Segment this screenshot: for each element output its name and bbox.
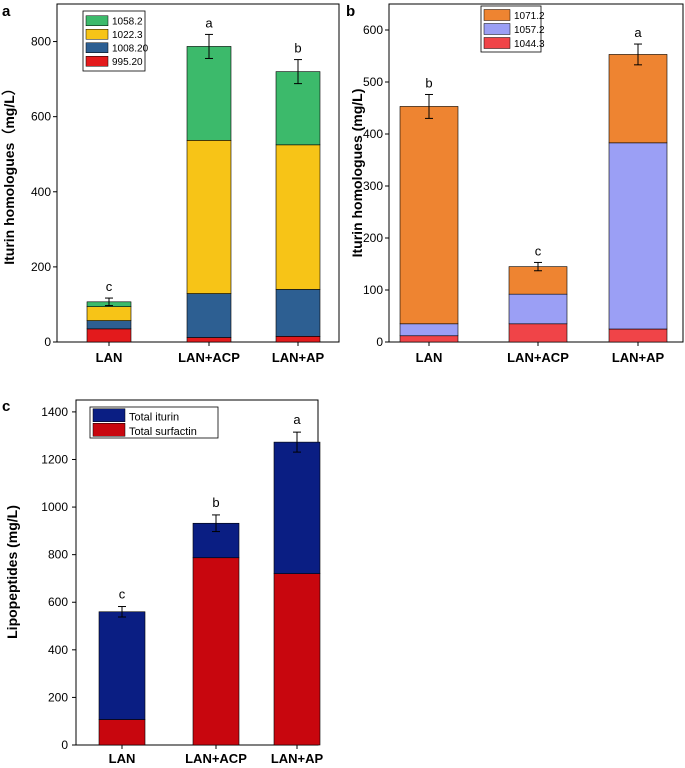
panel-a-legend-label: 1058.2	[112, 16, 143, 27]
panel-c-y-tick-label: 200	[48, 690, 68, 704]
panel-c-bar-segment	[273, 441, 321, 574]
panel-a-bar-segment	[275, 336, 321, 343]
panel-a-y-axis-label: Iturin homologues（mg/L）	[1, 81, 17, 265]
panel-b-category-label: LAN+ACP	[507, 350, 569, 365]
panel-a-category-label: LAN	[96, 350, 123, 365]
panel-b-significance-label: c	[535, 243, 542, 258]
panel-a-legend-label: 1022.3	[112, 30, 143, 41]
panel-c-significance-label: b	[212, 495, 219, 510]
panel-a-category-label: LAN+ACP	[178, 350, 240, 365]
panel-c-legend-label: Total surfactin	[129, 426, 197, 438]
panel-b-label: b	[346, 3, 355, 20]
panel-b-y-tick-label: 200	[363, 231, 383, 245]
panel-a-bar-segment	[86, 320, 132, 330]
panel-c-category-label: LAN+AP	[271, 751, 324, 766]
panel-b-bar-segment	[399, 106, 459, 325]
panel-a-y-tick-label: 400	[31, 185, 51, 199]
panel-b-bar-segment	[508, 323, 568, 343]
panel-a-category-label: LAN+AP	[272, 350, 325, 365]
panel-c-bar-segment	[98, 611, 146, 720]
panel-a-bar-segment	[186, 46, 232, 141]
panel-b-bar-segment	[399, 335, 459, 343]
panel-a-legend-swatch	[85, 42, 109, 53]
panel-a-significance-label: b	[294, 41, 301, 56]
panel-c-y-tick-label: 1000	[41, 500, 68, 514]
panel-a-y-tick-label: 200	[31, 260, 51, 274]
panel-c-bar-segment	[98, 719, 146, 746]
panel-b-significance-label: b	[425, 75, 432, 90]
panel-b-significance-label: a	[634, 25, 642, 40]
panel-b-bar-segment	[399, 323, 459, 337]
panel-a-legend-swatch	[85, 15, 109, 26]
panel-b-y-tick-label: 600	[363, 23, 383, 37]
panel-c-bar-segment	[192, 557, 240, 746]
panel-b-chart: 0 100 200 300 400 500 600 LAN b LAN+ACP c LAN+AP a 10…	[363, 3, 684, 365]
panel-b-bar-segment	[608, 142, 668, 330]
panel-c-legend-label: Total iturin	[129, 411, 179, 423]
panel-a-legend-label: 995.20	[112, 57, 143, 68]
panel-b-bar-segment	[508, 293, 568, 325]
panel-b-legend-swatch	[483, 37, 511, 49]
panel-c-y-tick-label: 0	[61, 738, 68, 752]
panel-c-y-tick-label: 600	[48, 595, 68, 609]
panel-b-legend-swatch	[483, 9, 511, 21]
panel-c-y-axis-label: Lipopeptides (mg/L)	[4, 505, 20, 639]
panel-c-y-tick-label: 800	[48, 548, 68, 562]
panel-a-y-tick-label: 600	[31, 110, 51, 124]
panel-c-category-label: LAN	[109, 751, 136, 766]
panel-b-bar-segment	[608, 54, 668, 144]
panel-b-y-tick-label: 100	[363, 283, 383, 297]
panel-a-bar-segment	[275, 144, 321, 290]
panel-b-category-label: LAN	[416, 350, 443, 365]
panel-a-bar-segment	[186, 293, 232, 338]
panel-a-legend-swatch	[85, 56, 109, 67]
panel-b-category-label: LAN+AP	[612, 350, 665, 365]
panel-a-chart: 0 200 400 600 800 LAN c LAN+ACP a LAN+AP b 1058.2 10…	[31, 3, 340, 365]
panel-a-y-tick-label: 0	[44, 335, 51, 349]
panel-b-legend-label: 1057.2	[514, 25, 545, 36]
panel-b-y-tick-label: 0	[376, 335, 383, 349]
panel-a-y-tick-label: 800	[31, 35, 51, 49]
panel-a-significance-label: a	[205, 15, 213, 30]
panel-b-legend-swatch	[483, 23, 511, 35]
panel-c-chart: 0 200 400 600 800 1000 1200 1400 LAN c LAN+ACP b LAN…	[41, 399, 324, 766]
panel-b-y-axis-label: Iturin homologues (mg/L)	[349, 89, 365, 258]
panel-c-label: c	[2, 398, 10, 415]
panel-b-legend-label: 1044.3	[514, 39, 545, 50]
panel-a-bar-segment	[186, 140, 232, 294]
panel-c-significance-label: a	[293, 412, 301, 427]
panel-c-bar-segment	[273, 573, 321, 746]
panel-c-y-tick-label: 400	[48, 643, 68, 657]
panel-b-y-tick-label: 500	[363, 75, 383, 89]
panel-a-bar-segment	[86, 306, 132, 321]
panel-b-bar-segment	[608, 328, 668, 343]
panel-b-legend-label: 1071.2	[514, 11, 545, 22]
panel-a-legend-label: 1008.20	[112, 43, 149, 54]
panel-a-significance-label: c	[106, 279, 113, 294]
panel-b-y-tick-label: 400	[363, 127, 383, 141]
panel-c-legend-swatch	[92, 408, 126, 422]
panel-b-y-tick-label: 300	[363, 179, 383, 193]
panel-a-legend-swatch	[85, 29, 109, 40]
panel-c-category-label: LAN+ACP	[185, 751, 247, 766]
panel-c-y-tick-label: 1200	[41, 452, 68, 466]
panel-c-significance-label: c	[119, 587, 126, 602]
panel-a-label: a	[2, 3, 11, 20]
panel-c-y-tick-label: 1400	[41, 405, 68, 419]
panel-a-bar-segment	[186, 337, 232, 343]
panel-a-bar-segment	[275, 289, 321, 337]
panel-c-legend-swatch	[92, 423, 126, 437]
panel-a-bar-segment	[86, 328, 132, 343]
